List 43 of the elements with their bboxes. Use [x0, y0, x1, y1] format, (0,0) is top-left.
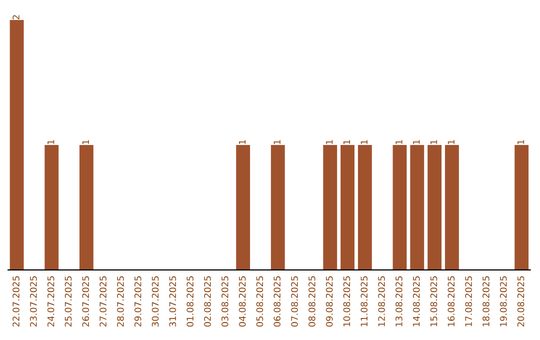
data-label: 2 [12, 15, 20, 20]
x-tick-label: 18.08.2025 [482, 276, 490, 326]
x-tick-label: 06.08.2025 [274, 276, 281, 327]
data-label: 1 [343, 140, 350, 144]
x-tick-label: 13.08.2025 [396, 276, 402, 326]
x-tick-label: 03.08.2025 [221, 276, 228, 327]
data-label: 1 [413, 140, 420, 144]
data-label: 1 [238, 140, 246, 144]
x-tick-label: 22.07.2025 [12, 276, 20, 327]
x-tick-label: 12.08.2025 [378, 276, 385, 326]
x-tick-label: 16.08.2025 [448, 276, 455, 326]
data-label: 1 [326, 140, 333, 144]
x-tick-label: 25.07.2025 [64, 276, 72, 327]
x-tick-label: 19.08.2025 [500, 276, 507, 326]
x-tick-label: 15.08.2025 [430, 276, 438, 326]
x-tick-label: 27.07.2025 [100, 276, 106, 327]
x-tick-label: 07.08.2025 [291, 276, 298, 327]
x-tick-label: 26.07.2025 [82, 276, 90, 327]
x-tick-label: 04.08.2025 [238, 276, 246, 327]
data-label: 1 [430, 140, 438, 144]
x-tick-label: 11.08.2025 [360, 276, 368, 326]
data-label: 1 [396, 140, 402, 144]
x-tick-label: 23.07.2025 [30, 276, 37, 327]
x-tick-label: 31.07.2025 [169, 276, 176, 327]
x-tick-label: 02.08.2025 [204, 276, 211, 327]
data-label: 1 [448, 140, 454, 144]
x-tick-label: 17.08.2025 [465, 276, 472, 326]
x-tick-label: 24.07.2025 [47, 276, 54, 327]
data-label: 1 [360, 140, 368, 144]
data-label: 1 [48, 140, 54, 144]
x-tick-label: 14.08.2025 [412, 276, 420, 326]
data-label: 1 [274, 140, 280, 144]
x-tick-label: 08.08.2025 [308, 276, 316, 327]
x-tick-label: 30.07.2025 [152, 276, 159, 327]
data-label: 1 [517, 140, 524, 144]
x-tick-label: 05.08.2025 [256, 276, 264, 327]
x-tick-label: 09.08.2025 [326, 276, 333, 327]
x-tick-label: 29.07.2025 [134, 276, 142, 327]
x-tick-label: 01.08.2025 [186, 276, 194, 327]
x-tick-label: 10.08.2025 [343, 276, 350, 326]
x-tick-label: 20.08.2025 [517, 276, 524, 327]
x-tick-label: 28.07.2025 [117, 276, 124, 327]
data-label: 1 [82, 140, 89, 144]
